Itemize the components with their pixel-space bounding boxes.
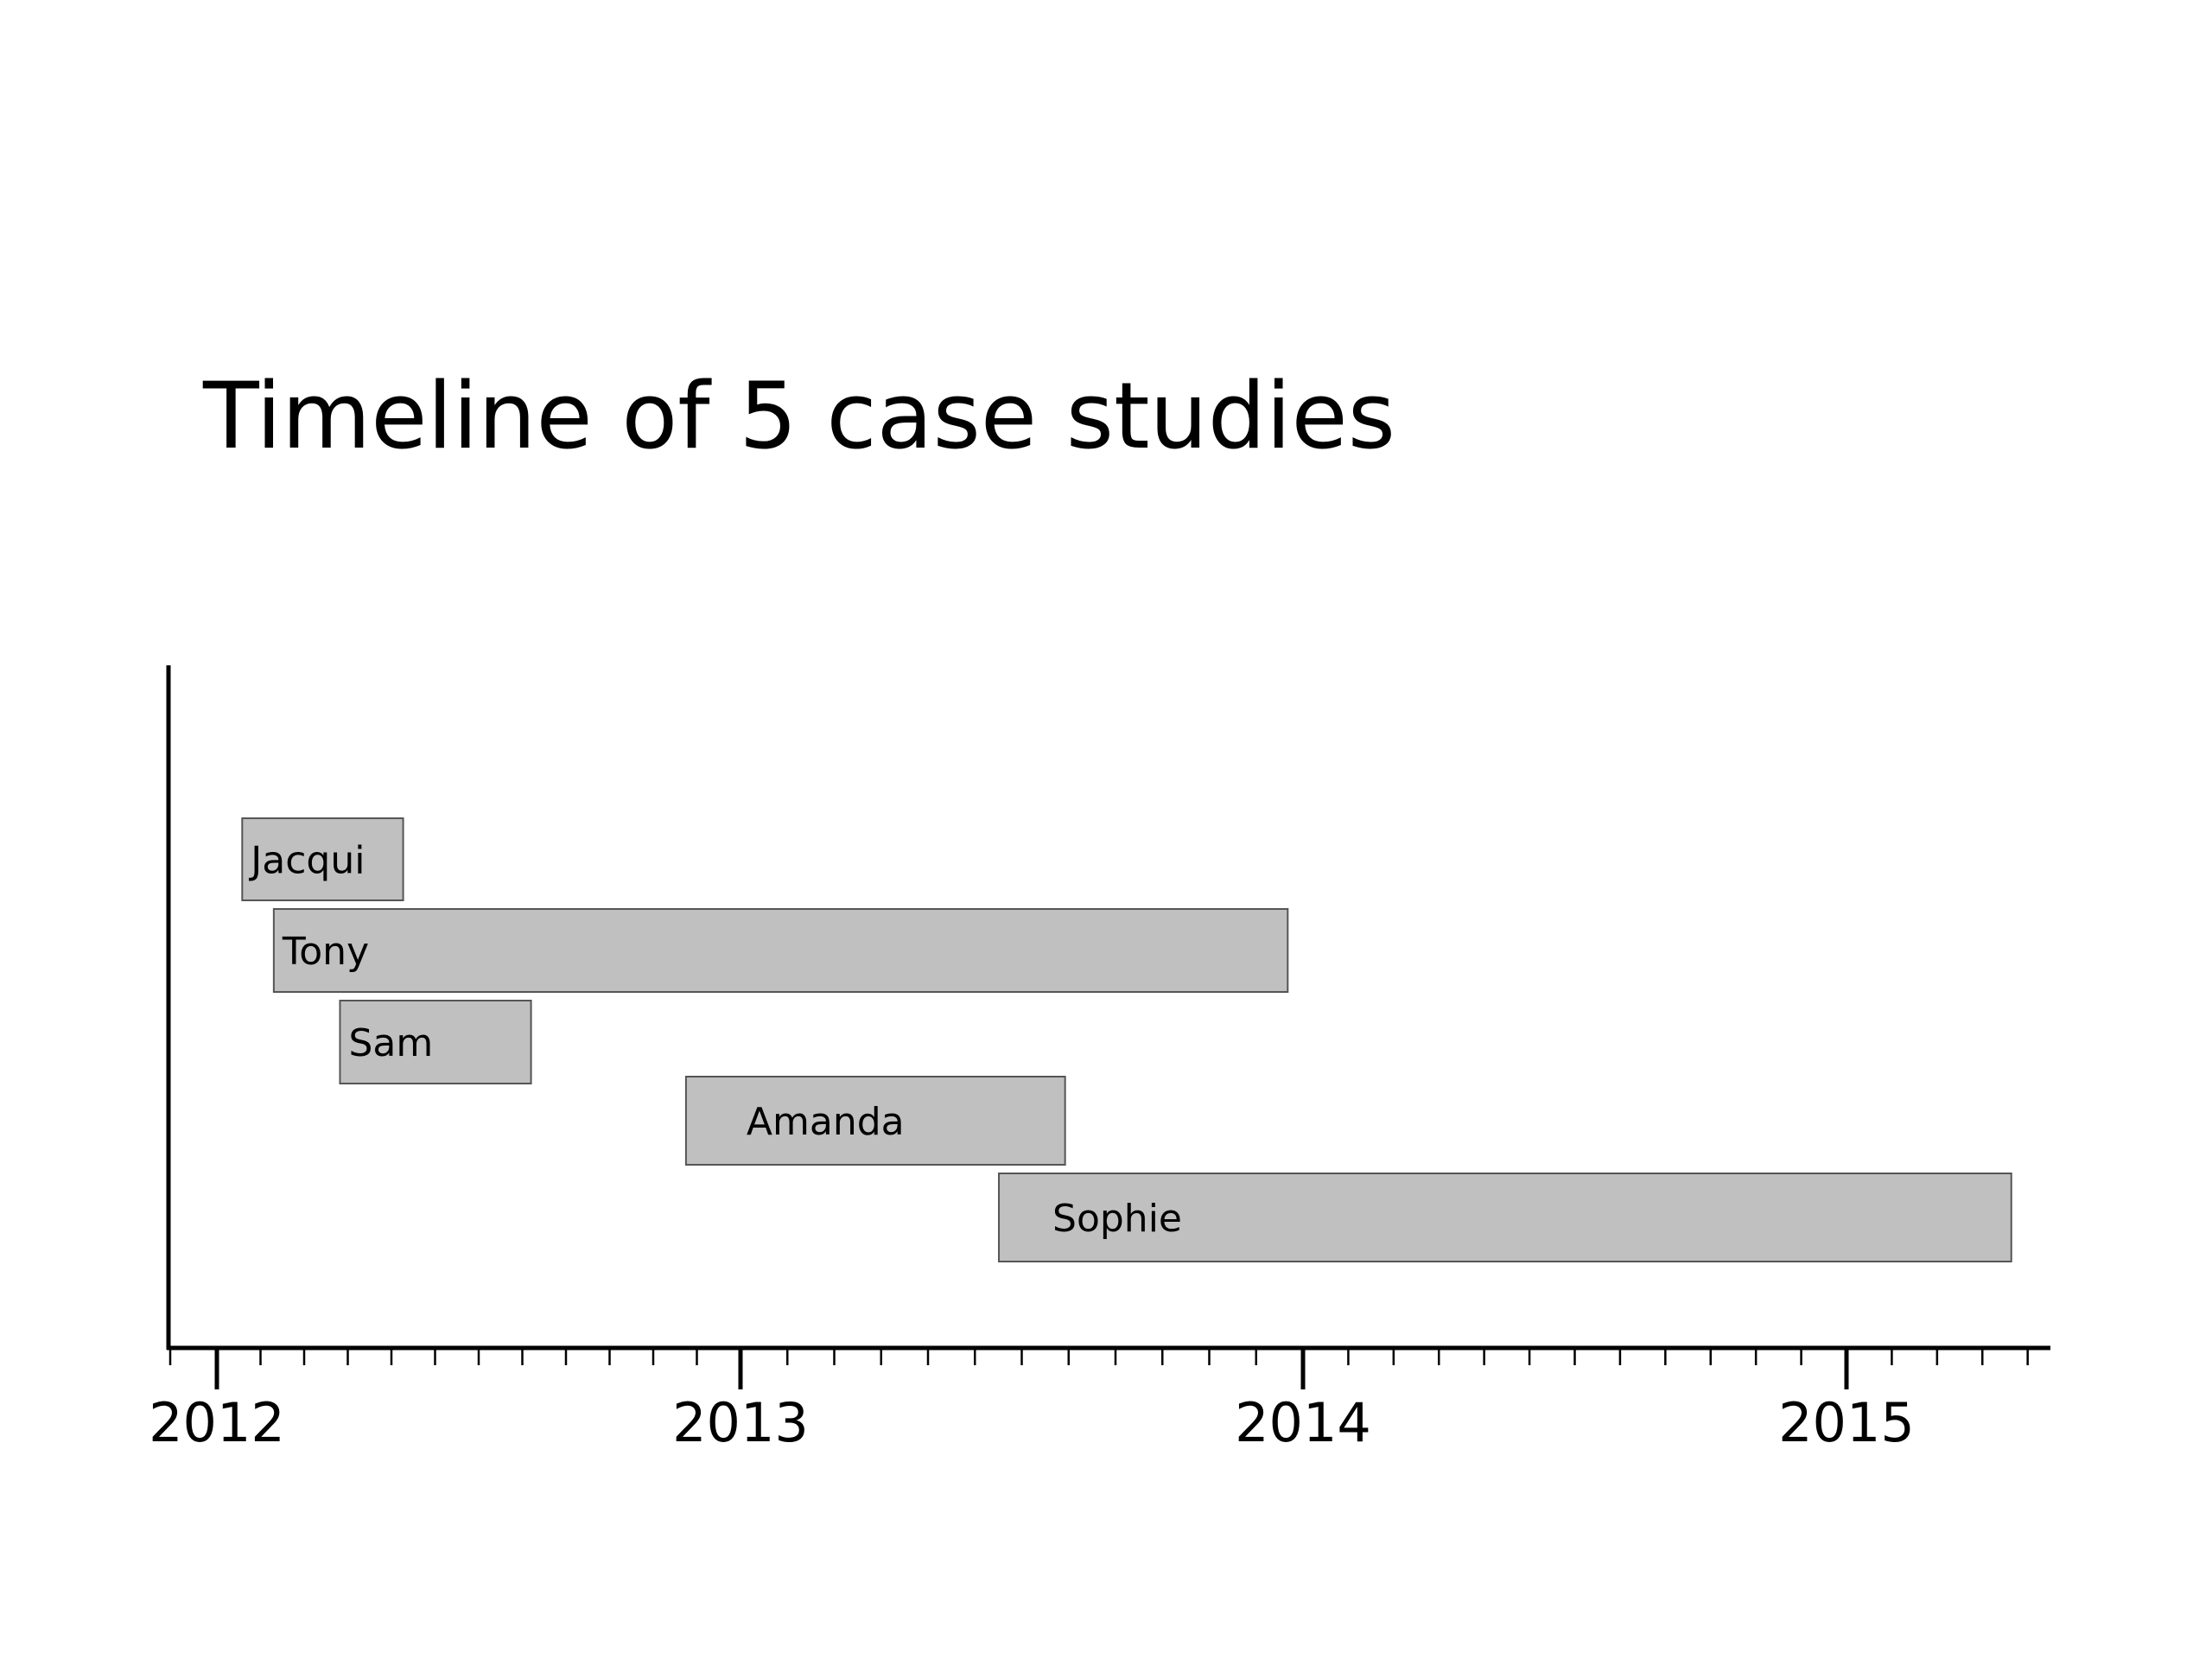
bar-rect	[339, 1000, 532, 1084]
chart-title: Timeline of 5 case studies	[203, 363, 1395, 469]
bar-rect	[684, 1076, 1066, 1166]
timeline-bar-jacqui: Jacqui	[241, 817, 404, 901]
timeline-bar-tony: Tony	[272, 908, 1289, 993]
bar-rect	[998, 1173, 2012, 1262]
bar-label: Tony	[282, 930, 369, 974]
bar-label: Amanda	[747, 1100, 905, 1144]
timeline-bar-sam: Sam	[339, 1000, 532, 1084]
x-tick-label-2014: 2014	[1235, 1391, 1371, 1454]
x-tick-label-2015: 2015	[1778, 1391, 1915, 1454]
bar-rect	[272, 908, 1289, 993]
ticks-layer: 2012 2013 2014 2015	[149, 1348, 2029, 1454]
x-tick-label-2013: 2013	[672, 1391, 809, 1454]
timeline-bar-sophie: Sophie	[998, 1173, 2012, 1262]
bars-layer: Jacqui Tony Sam Amanda Sophie	[241, 817, 2012, 1262]
bar-label: Jacqui	[248, 839, 365, 883]
x-tick-label-2012: 2012	[149, 1391, 285, 1454]
bar-label: Sophie	[1052, 1197, 1182, 1241]
bar-rect	[241, 817, 404, 901]
bar-label: Sam	[348, 1021, 433, 1065]
timeline-bar-amanda: Amanda	[684, 1076, 1066, 1166]
